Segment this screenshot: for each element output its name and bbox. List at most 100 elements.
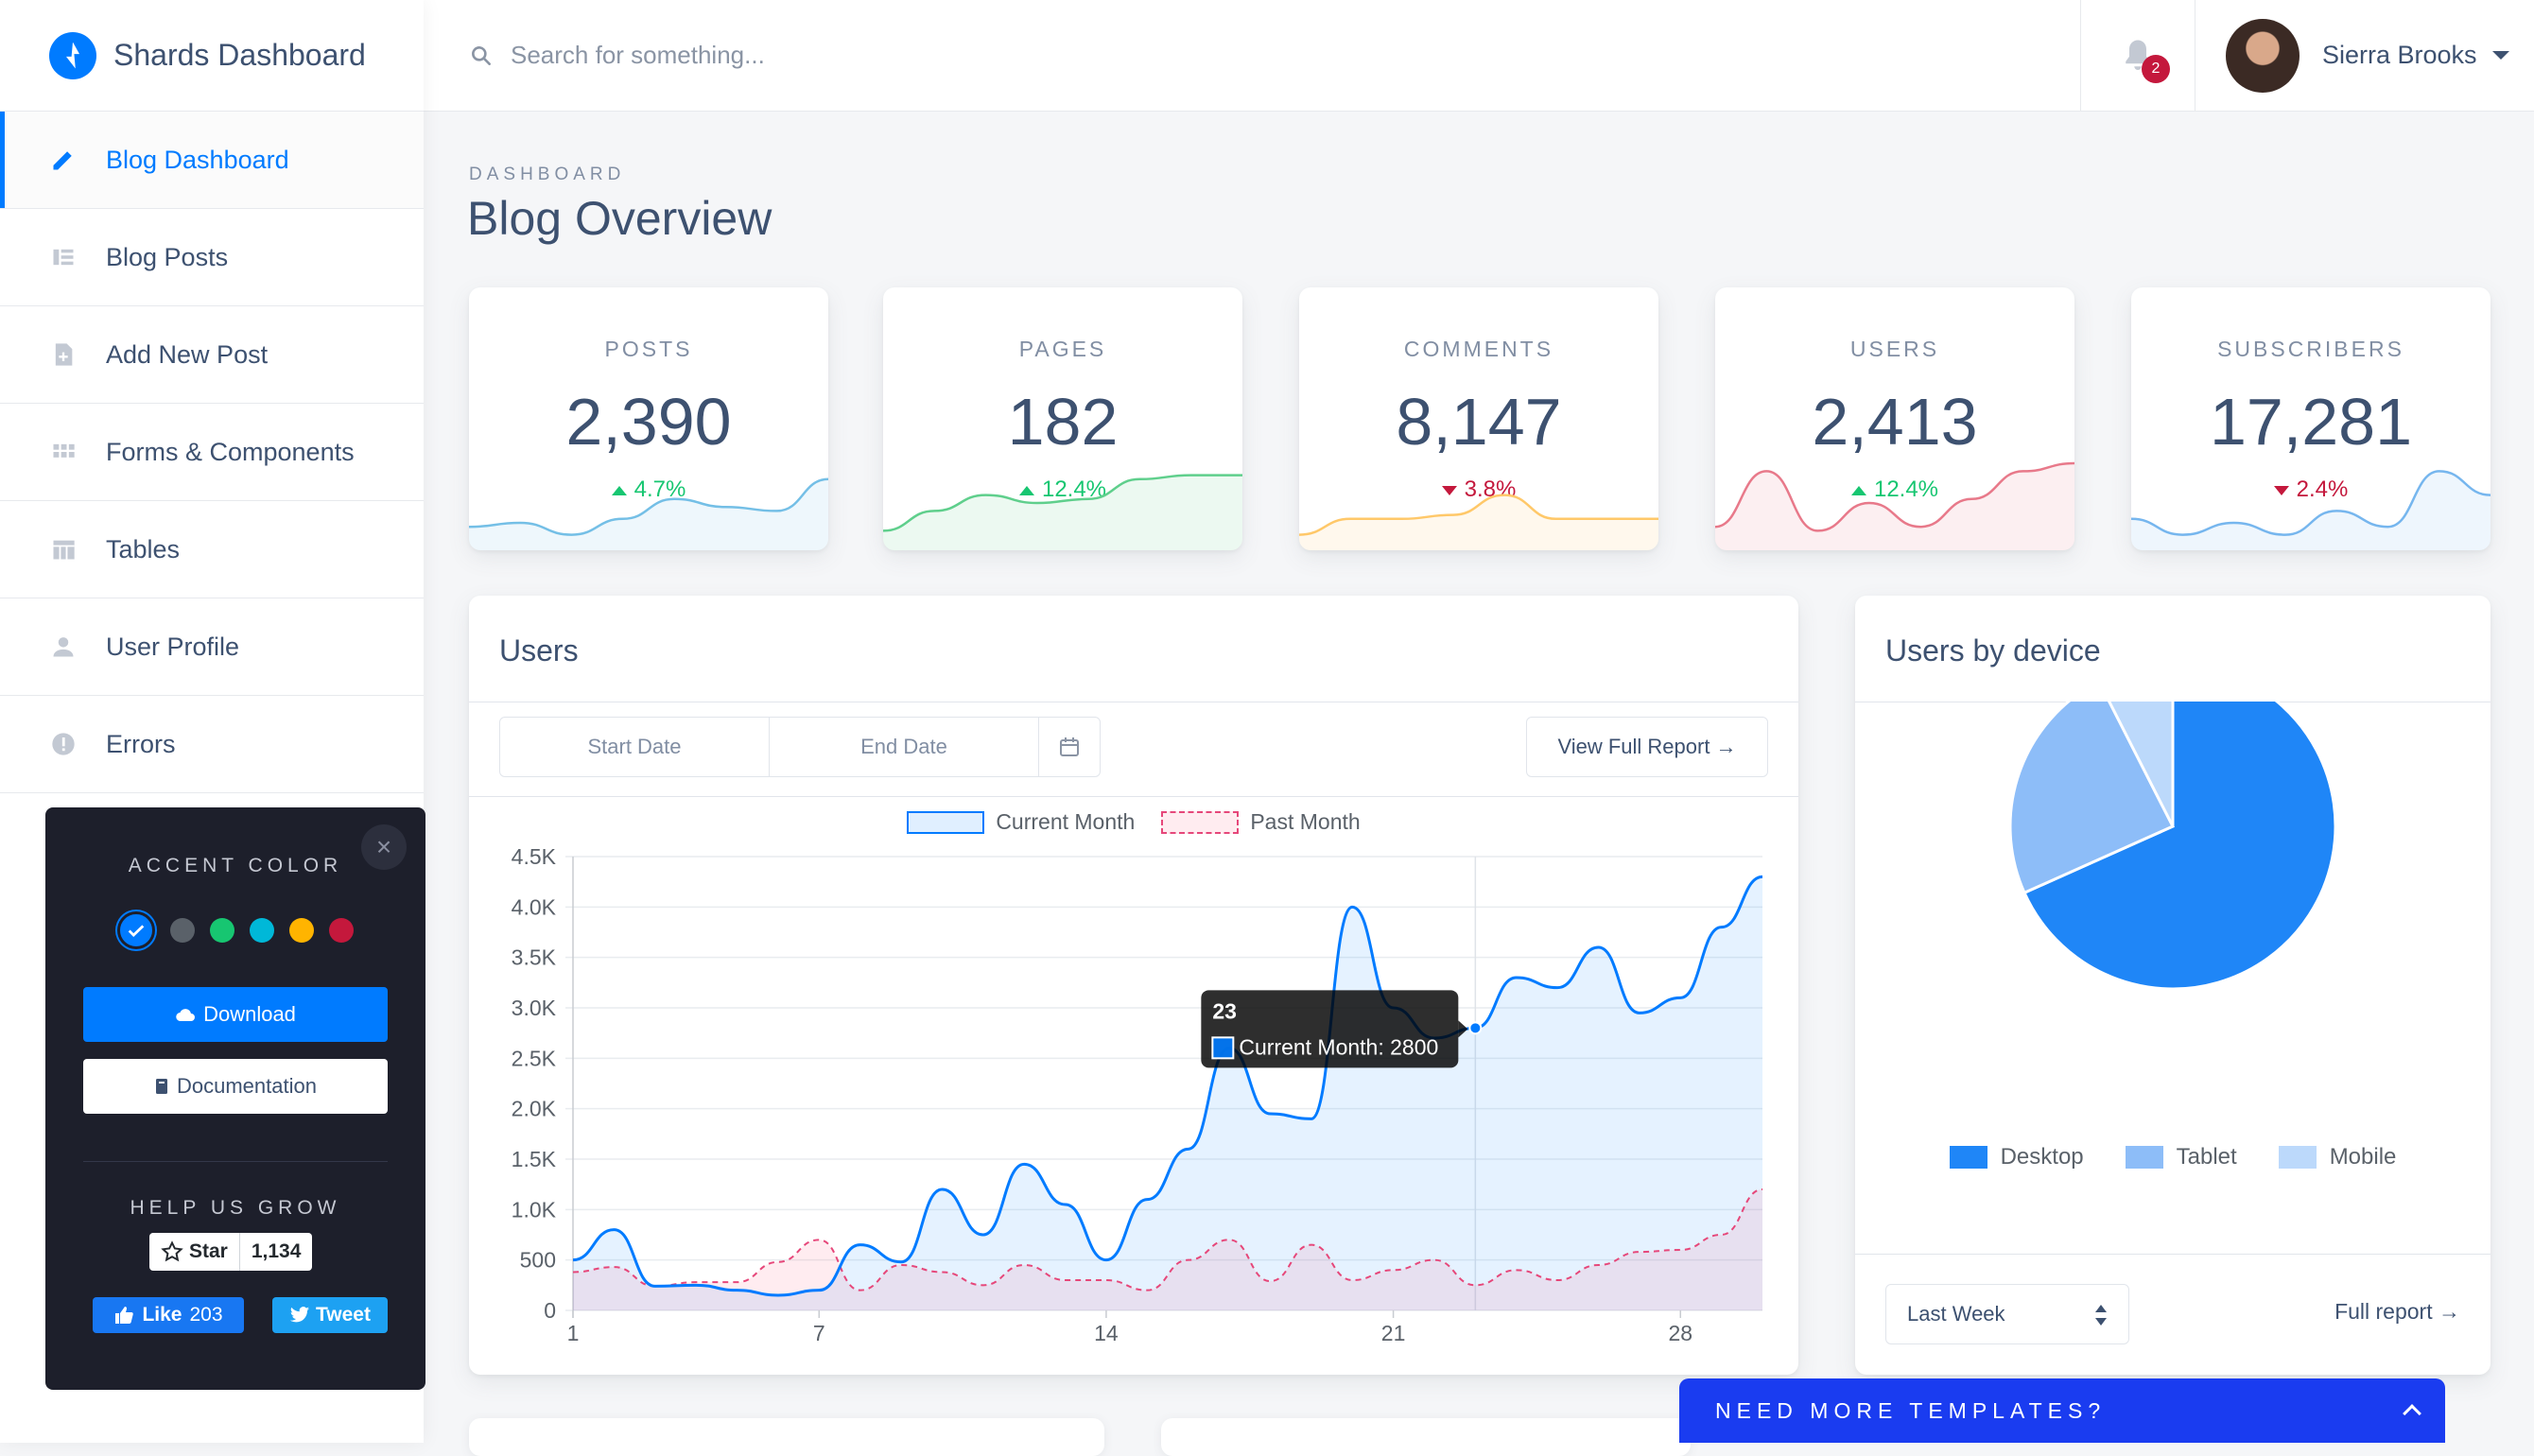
github-star-label: Star	[189, 1240, 228, 1262]
user-menu[interactable]: Sierra Brooks	[2196, 0, 2509, 111]
sparkline	[469, 477, 828, 550]
y-tick-label: 1.0K	[512, 1197, 557, 1222]
like-label: Like	[142, 1304, 182, 1326]
calendar-button[interactable]	[1039, 718, 1100, 776]
y-tick-label: 3.5K	[512, 945, 557, 970]
sidebar-item-errors[interactable]: Errors	[0, 696, 424, 793]
period-select[interactable]: Last Week	[1885, 1284, 2129, 1344]
like-count: 203	[189, 1304, 223, 1326]
chevron-up-icon	[2403, 1404, 2421, 1423]
date-range: Start Date End Date	[499, 717, 1101, 777]
x-tick-label: 21	[1381, 1321, 1406, 1345]
pie-slice-desktop[interactable]	[2022, 702, 2337, 991]
thumbs-up-icon	[115, 1307, 134, 1324]
stat-card-pages: PAGES 182 12.4%	[883, 287, 1242, 550]
need-more-templates-bar[interactable]: NEED MORE TEMPLATES?	[1679, 1378, 2445, 1443]
device-card-title: Users by device	[1885, 633, 2101, 667]
start-date-input[interactable]: Start Date	[500, 718, 770, 776]
stat-label: COMMENTS	[1403, 337, 1554, 361]
sidebar-item-label: Blog Posts	[106, 242, 229, 271]
full-report-link[interactable]: Full report →	[2334, 1299, 2460, 1324]
accent-swatch[interactable]	[250, 918, 274, 943]
brand[interactable]: Shards Dashboard	[0, 0, 424, 112]
past-month-area	[573, 1189, 1762, 1310]
legend-current-month[interactable]: Current Month	[907, 809, 1135, 835]
stat-change-value: 2.4%	[2296, 477, 2349, 502]
y-tick-label: 2.0K	[512, 1097, 557, 1121]
accent-swatch[interactable]	[170, 918, 195, 943]
accent-color-heading: ACCENT COLOR	[128, 855, 343, 876]
legend-item-tablet[interactable]: Tablet	[2125, 1144, 2237, 1170]
bell-icon	[2126, 40, 2150, 70]
stat-change: 12.4%	[883, 477, 1242, 503]
legend-label: Mobile	[2329, 1144, 2397, 1170]
help-us-grow-heading: HELP US GROW	[130, 1197, 341, 1219]
grid-icon	[49, 438, 78, 466]
sidebar-item-blog-dashboard[interactable]: Blog Dashboard	[0, 112, 424, 209]
sidebar-item-label: Blog Dashboard	[106, 145, 289, 174]
current-month-line	[572, 875, 1763, 1297]
facebook-like-button[interactable]: Like 203	[93, 1297, 244, 1333]
check-icon	[128, 925, 145, 937]
search-icon	[472, 45, 491, 65]
x-tick-label: 28	[1668, 1321, 1692, 1345]
notifications-button[interactable]: 2	[2080, 0, 2196, 111]
sparkline-area	[469, 478, 828, 550]
sidebar-item-add-new-post[interactable]: Add New Post	[0, 306, 424, 404]
legend-past-month[interactable]: Past Month	[1161, 809, 1361, 835]
calendar-icon	[1060, 737, 1079, 756]
x-tick-label: 7	[813, 1321, 825, 1345]
close-panel-button[interactable]: ×	[361, 824, 407, 870]
github-star-button[interactable]: Star 1,134	[149, 1233, 313, 1271]
divider	[83, 1161, 388, 1162]
stat-change-value: 4.7%	[634, 477, 686, 502]
accent-swatch[interactable]	[289, 918, 314, 943]
stat-value: 17,281	[2209, 385, 2413, 459]
legend-label: Desktop	[2000, 1144, 2084, 1170]
arrow-down-icon	[2273, 485, 2289, 495]
sidebar-item-label: Add New Post	[106, 339, 269, 369]
accent-swatch[interactable]	[117, 911, 155, 949]
end-date-input[interactable]: End Date	[770, 718, 1039, 776]
sidebar-item-user-profile[interactable]: User Profile	[0, 598, 424, 696]
accent-swatch[interactable]	[329, 918, 354, 943]
avatar	[2226, 18, 2300, 93]
sidebar-item-tables[interactable]: Tables	[0, 501, 424, 598]
star-icon	[161, 1240, 183, 1262]
y-tick-label: 500	[520, 1248, 556, 1273]
sparkline-line	[469, 477, 828, 536]
sparkline-area	[883, 475, 1242, 550]
past-month-line	[572, 1188, 1763, 1291]
device-pie-chart	[2008, 702, 2337, 991]
documentation-button[interactable]: Documentation	[83, 1059, 388, 1114]
sparkline	[1715, 461, 2074, 550]
pie-slice-mobile[interactable]	[2099, 702, 2175, 827]
accent-color-panel: × ACCENT COLOR Download Documentation HE…	[45, 807, 425, 1390]
stat-change: 12.4%	[1715, 477, 2074, 503]
sidebar-item-forms-components[interactable]: Forms & Components	[0, 404, 424, 501]
stat-change: 2.4%	[2131, 477, 2491, 503]
download-button[interactable]: Download	[83, 987, 388, 1042]
sparkline	[883, 474, 1242, 550]
tooltip-swatch	[1211, 1036, 1235, 1060]
view-full-report-button[interactable]: View Full Report →	[1526, 717, 1768, 777]
arrow-up-icon	[1850, 485, 1866, 495]
stat-card-posts: POSTS 2,390 4.7%	[469, 287, 828, 550]
note-add-icon	[49, 340, 78, 369]
y-tick-label: 0	[544, 1298, 556, 1323]
chevron-down-icon	[2491, 51, 2509, 60]
sparkline-area	[1299, 494, 1658, 550]
hover-point[interactable]	[1468, 1021, 1483, 1035]
tooltip-box	[1201, 990, 1459, 1068]
tweet-button[interactable]: Tweet	[272, 1297, 388, 1333]
accent-swatch[interactable]	[210, 918, 234, 943]
search-input[interactable]	[509, 40, 1360, 71]
stat-value: 2,390	[565, 385, 732, 459]
stat-label: PAGES	[1018, 337, 1107, 361]
legend-item-mobile[interactable]: Mobile	[2278, 1144, 2397, 1170]
stat-label: USERS	[1849, 337, 1940, 361]
sidebar-item-blog-posts[interactable]: Blog Posts	[0, 209, 424, 306]
arrow-up-icon	[611, 485, 627, 495]
legend-item-desktop[interactable]: Desktop	[1949, 1144, 2084, 1170]
sparkline-area	[2131, 471, 2491, 550]
